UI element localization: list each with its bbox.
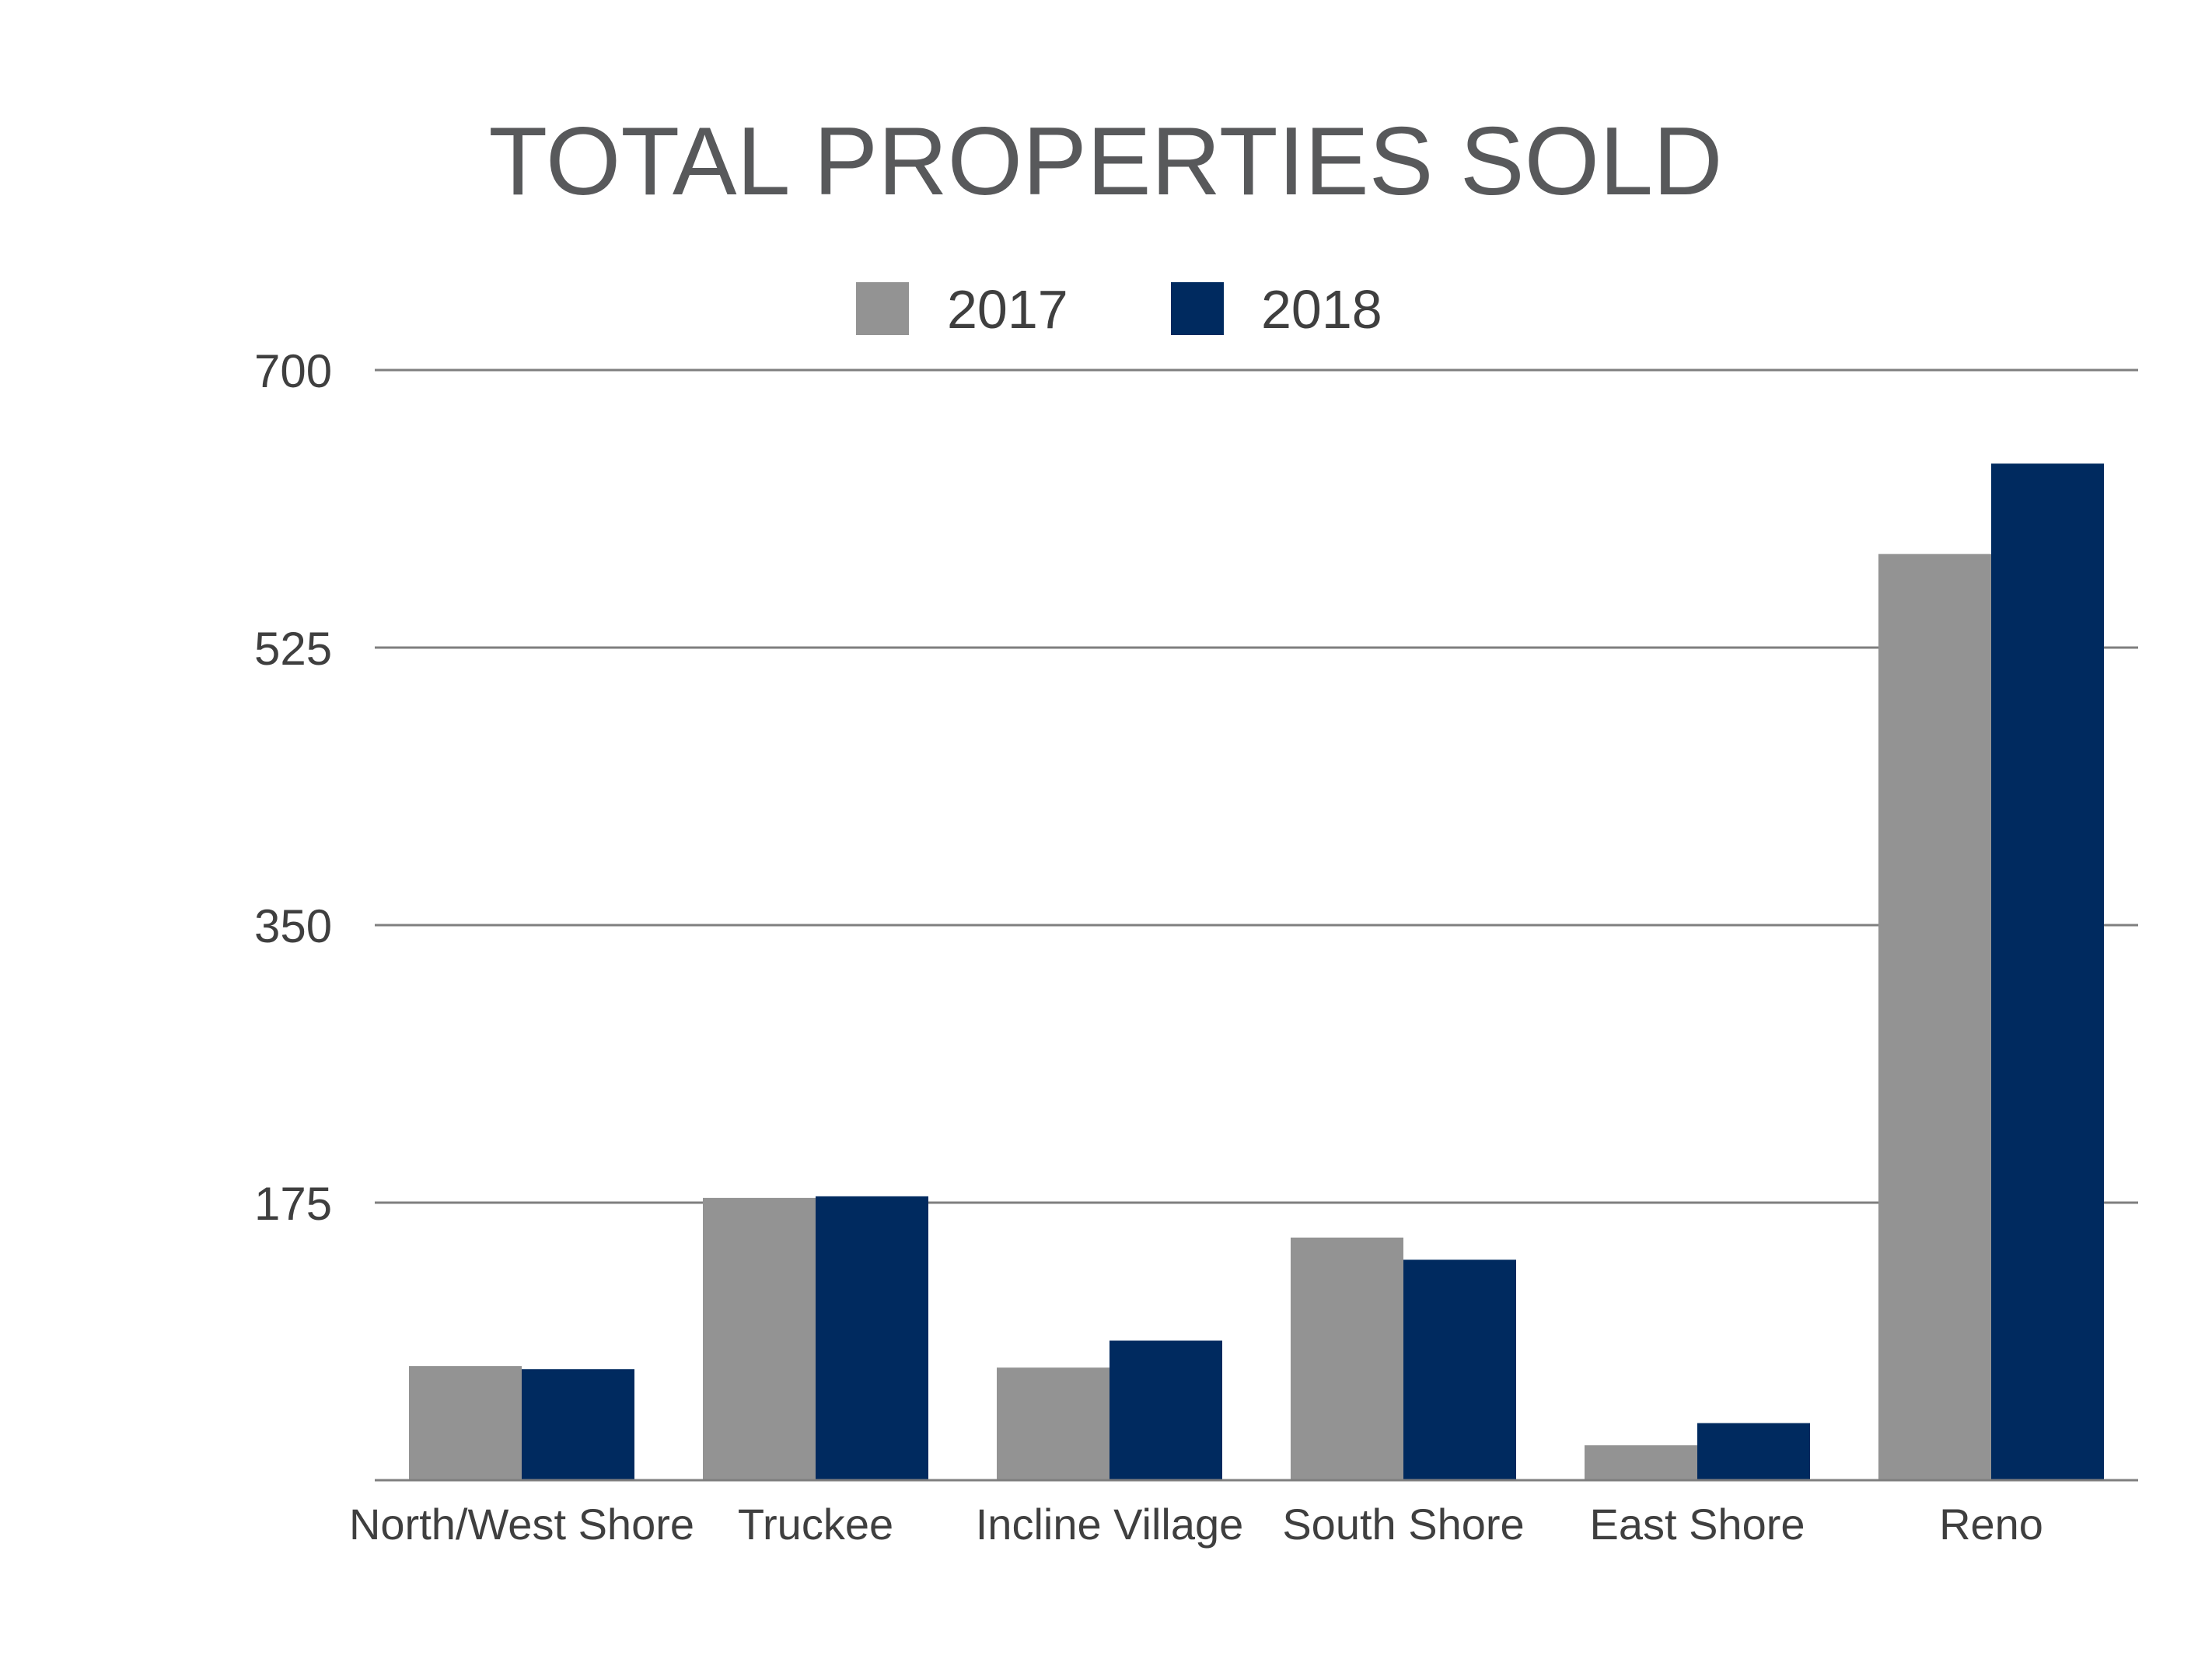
legend-label-2018: 2018 (1261, 279, 1382, 340)
bar-2017-truckee (703, 1197, 816, 1480)
bar-2018-north-west-shore (522, 1369, 634, 1480)
y-tick-label: 525 (254, 623, 332, 675)
legend: 2017 2018 (856, 279, 1382, 340)
bar-2017-north-west-shore (409, 1366, 522, 1480)
bar-2018-incline-village (1109, 1340, 1222, 1480)
bar-2017-incline-village (997, 1367, 1109, 1480)
y-tick-label: 350 (254, 900, 332, 952)
x-category-label: East Shore (1589, 1500, 1805, 1549)
legend-swatch-2018 (1171, 282, 1224, 335)
legend-label-2017: 2017 (947, 279, 1068, 340)
x-category-label: Incline Village (976, 1500, 1244, 1549)
x-axis-labels: North/West Shore Truckee Incline Village So… (349, 1500, 2043, 1549)
bar-2018-south-shore (1403, 1259, 1516, 1480)
legend-swatch-2017 (856, 282, 909, 335)
x-category-label: South Shore (1282, 1500, 1524, 1549)
bar-2018-east-shore (1697, 1423, 1810, 1480)
y-tick-label: 700 (254, 345, 332, 397)
chart-title: TOTAL PROPERTIES SOLD (488, 108, 1722, 215)
x-category-label: North/West Shore (349, 1500, 694, 1549)
gridlines (375, 368, 2138, 1204)
bar-2017-south-shore (1291, 1237, 1403, 1480)
y-axis-ticks: 175 350 525 700 (254, 345, 332, 1230)
bar-2018-truckee (816, 1196, 928, 1480)
x-category-label: Reno (1939, 1500, 2043, 1549)
bars (409, 463, 2104, 1480)
y-tick-label: 175 (254, 1178, 332, 1230)
bar-2018-reno (1991, 463, 2104, 1480)
bar-2017-east-shore (1585, 1445, 1697, 1480)
x-category-label: Truckee (738, 1500, 893, 1549)
bar-2017-reno (1878, 554, 1991, 1480)
